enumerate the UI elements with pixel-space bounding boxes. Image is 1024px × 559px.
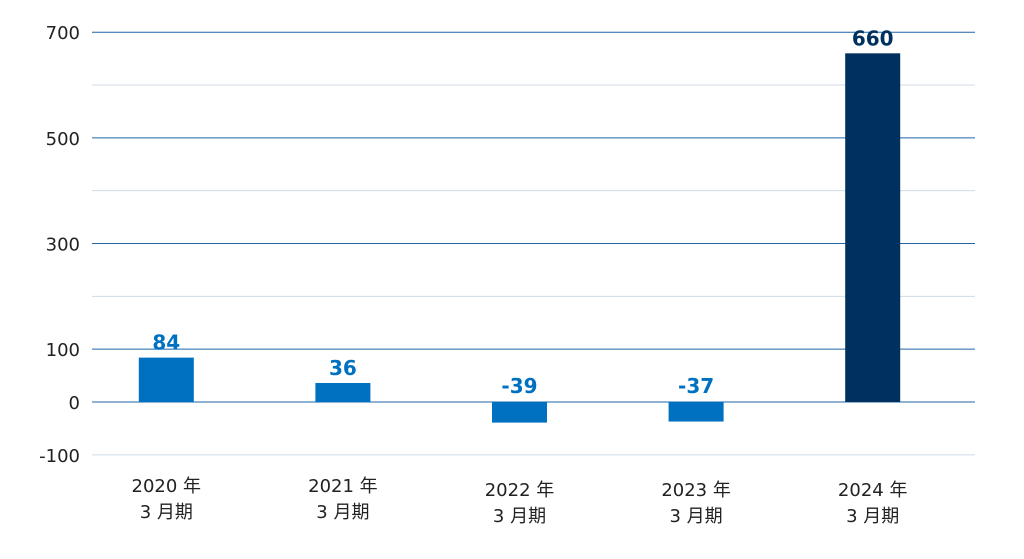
y-tick-label: 700: [46, 23, 80, 44]
y-tick-label: -100: [39, 446, 80, 467]
y-tick-label: 100: [46, 340, 80, 361]
data-label: 36: [329, 356, 357, 380]
x-tick-label: 2021 年: [308, 476, 378, 497]
x-tick-label: 3 月期: [493, 506, 546, 527]
bar: [138, 357, 194, 402]
y-tick-label: 500: [46, 129, 80, 150]
x-tick-label: 3 月期: [316, 502, 369, 523]
y-tick-label: 0: [69, 393, 80, 414]
y-axis-ticks: -100 0 100 300 500 700: [39, 23, 80, 467]
bar: [668, 402, 724, 422]
x-tick-label: 2020 年: [132, 476, 202, 497]
x-axis-ticks: 2020 年 3 月期 2021 年 3 月期 2022 年 3 月期 2023 年 3 月期…: [132, 476, 908, 527]
data-labels: 84 36 -39 -37 660: [152, 26, 893, 398]
bar: [845, 53, 901, 403]
x-tick-label: 2024 年: [838, 480, 908, 501]
data-label: -39: [501, 374, 537, 398]
x-tick-label: 2022 年: [485, 480, 555, 501]
data-label: 84: [152, 331, 180, 355]
x-tick-label: 3 月期: [846, 506, 899, 527]
bar: [315, 382, 371, 402]
data-label: -37: [678, 374, 714, 398]
bar: [492, 402, 547, 423]
bars: [138, 53, 901, 423]
x-tick-label: 2023 年: [661, 480, 731, 501]
y-tick-label: 300: [46, 235, 80, 256]
data-label: 660: [852, 26, 894, 50]
x-tick-label: 3 月期: [670, 506, 723, 527]
x-tick-label: 3 月期: [140, 502, 193, 523]
